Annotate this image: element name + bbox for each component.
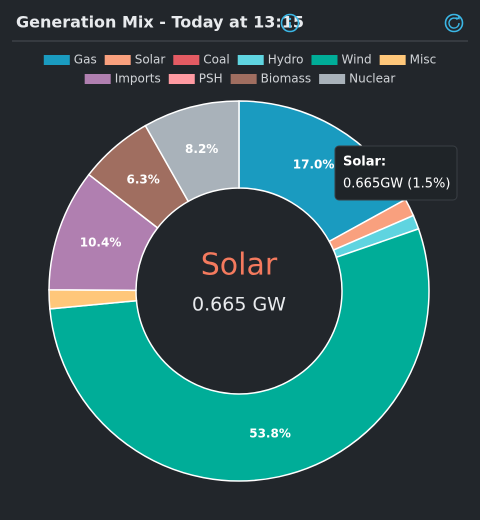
legend-label: Solar [135,53,166,67]
legend-swatch [230,74,257,84]
legend-swatch [104,55,131,65]
legend-row: Gas Solar Coal Hydro Wind Misc [43,53,437,67]
legend-swatch [379,55,406,65]
center-value: 0.665 GW [192,294,286,316]
legend-label: Nuclear [349,72,395,86]
legend-label: Misc [410,53,437,67]
slice-label: 6.3% [127,173,160,187]
slice-label: 53.8% [249,427,291,441]
legend-label: Wind [341,53,371,67]
donut: 17.0% 53.8% 10.4% 6.3% 8.2% [48,100,430,482]
legend: Gas Solar Coal Hydro Wind Misc Imports PSH Bioma… [43,53,437,86]
legend-row: Imports PSH Biomass Nuclear [84,72,395,86]
info-icon[interactable] [280,13,300,33]
legend-swatch [173,55,200,65]
legend-label: Coal [203,53,229,67]
legend-label: Hydro [268,53,304,67]
legend-swatch [168,74,195,84]
legend-swatch [43,55,70,65]
legend-swatch [319,74,346,84]
legend-label: Imports [115,72,161,86]
legend-swatch [84,74,111,84]
legend-label: PSH [199,72,223,86]
slice-label: 17.0% [293,157,335,171]
legend-label: Gas [74,53,97,67]
tooltip-title: Solar: [343,155,386,170]
legend-label: Biomass [261,72,311,86]
tooltip-box [334,145,458,201]
tooltip-text: 0.665GW (1.5%) [343,177,450,192]
refresh-icon[interactable] [444,13,464,33]
legend-swatch [311,55,338,65]
slice [144,100,240,203]
slice-label: 10.4% [80,236,122,250]
tooltip: Solar: 0.665GW (1.5%) [334,145,458,201]
slice-label: 8.2% [185,142,218,156]
card-title: Generation Mix - Today at 13:15 [16,13,304,32]
slice [49,227,430,482]
legend-swatch [237,55,264,65]
center-label: Solar [201,248,278,283]
